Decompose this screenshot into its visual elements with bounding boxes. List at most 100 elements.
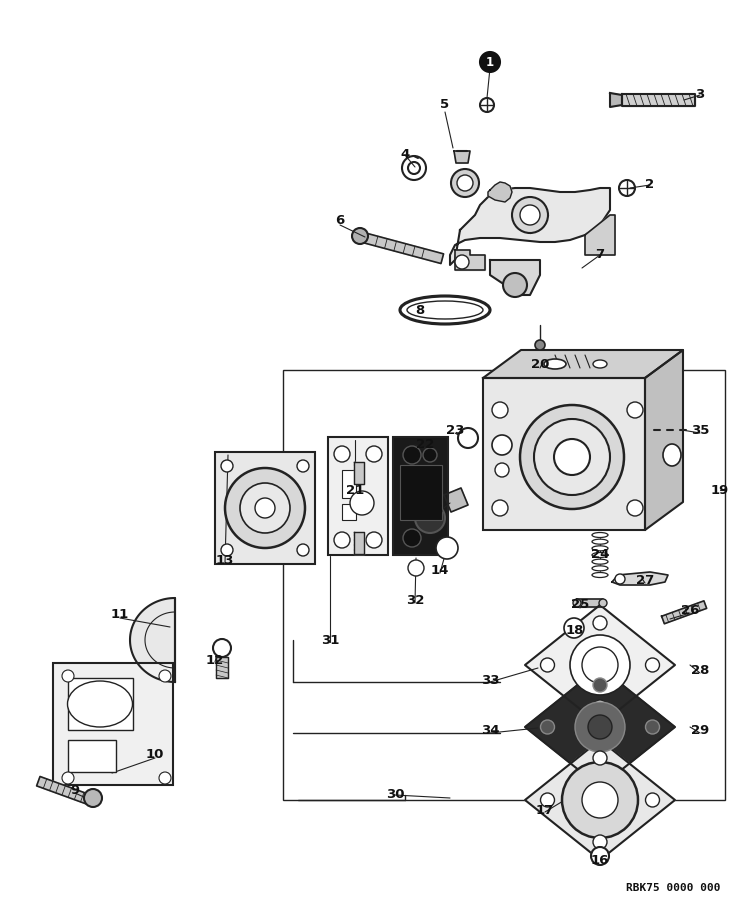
- Circle shape: [480, 52, 500, 72]
- Text: 17: 17: [536, 804, 554, 816]
- Circle shape: [62, 772, 74, 784]
- Circle shape: [593, 762, 607, 776]
- Circle shape: [645, 793, 659, 807]
- Text: 18: 18: [566, 623, 584, 636]
- Polygon shape: [525, 667, 675, 787]
- Polygon shape: [364, 233, 444, 263]
- Circle shape: [415, 503, 445, 533]
- Polygon shape: [612, 572, 668, 585]
- Ellipse shape: [593, 360, 607, 368]
- Circle shape: [535, 340, 545, 350]
- Bar: [215, 452, 315, 564]
- Polygon shape: [455, 250, 485, 270]
- Circle shape: [221, 460, 233, 472]
- Text: 16: 16: [591, 853, 609, 867]
- Text: 24: 24: [591, 549, 609, 561]
- Circle shape: [455, 255, 469, 269]
- Circle shape: [591, 847, 609, 865]
- Circle shape: [615, 574, 625, 584]
- Text: 4: 4: [400, 149, 410, 161]
- Bar: [53, 663, 173, 785]
- Text: 34: 34: [481, 724, 499, 736]
- Circle shape: [84, 789, 102, 807]
- Circle shape: [159, 670, 171, 682]
- Bar: [342, 504, 356, 520]
- Text: 3: 3: [696, 88, 704, 102]
- Text: 13: 13: [216, 553, 234, 567]
- Ellipse shape: [400, 296, 490, 324]
- Circle shape: [366, 446, 382, 462]
- Bar: [328, 437, 388, 555]
- Circle shape: [225, 468, 305, 548]
- Ellipse shape: [592, 546, 608, 551]
- Text: 32: 32: [406, 594, 424, 606]
- Text: 20: 20: [531, 359, 549, 371]
- Text: 23: 23: [446, 423, 464, 436]
- Ellipse shape: [592, 566, 608, 571]
- Circle shape: [408, 162, 420, 174]
- Circle shape: [562, 762, 638, 838]
- Circle shape: [593, 835, 607, 849]
- Polygon shape: [585, 215, 615, 255]
- Polygon shape: [483, 350, 683, 378]
- Polygon shape: [525, 740, 675, 860]
- Circle shape: [492, 500, 508, 516]
- Circle shape: [554, 439, 590, 475]
- Text: 6: 6: [336, 214, 344, 226]
- Circle shape: [403, 529, 421, 547]
- Circle shape: [240, 483, 290, 533]
- Circle shape: [408, 560, 424, 576]
- Circle shape: [540, 658, 554, 672]
- Circle shape: [495, 463, 509, 477]
- Circle shape: [297, 460, 309, 472]
- Circle shape: [582, 782, 618, 818]
- Circle shape: [213, 639, 231, 657]
- Circle shape: [540, 720, 554, 734]
- Circle shape: [402, 156, 426, 180]
- Circle shape: [645, 658, 659, 672]
- Ellipse shape: [592, 560, 608, 564]
- Circle shape: [540, 793, 554, 807]
- Bar: [400, 465, 442, 520]
- Ellipse shape: [592, 572, 608, 578]
- Circle shape: [520, 405, 624, 509]
- Circle shape: [564, 618, 584, 638]
- Circle shape: [352, 228, 368, 244]
- Text: 14: 14: [431, 563, 449, 577]
- Circle shape: [62, 670, 74, 682]
- Text: 11: 11: [111, 608, 129, 622]
- Polygon shape: [662, 601, 707, 623]
- Text: 29: 29: [691, 724, 709, 736]
- Text: 2: 2: [645, 178, 654, 192]
- Text: 21: 21: [346, 484, 364, 496]
- Polygon shape: [645, 350, 683, 530]
- Text: 7: 7: [595, 249, 604, 261]
- Circle shape: [593, 751, 607, 765]
- Circle shape: [627, 402, 643, 418]
- Bar: [393, 437, 448, 555]
- Ellipse shape: [407, 301, 483, 319]
- Text: 10: 10: [146, 749, 164, 761]
- Circle shape: [492, 435, 512, 455]
- Circle shape: [297, 544, 309, 556]
- Ellipse shape: [544, 359, 566, 369]
- Polygon shape: [354, 532, 364, 554]
- Text: 30: 30: [386, 788, 404, 802]
- Polygon shape: [450, 188, 610, 265]
- Text: 35: 35: [691, 423, 710, 436]
- Text: 31: 31: [321, 633, 339, 647]
- Circle shape: [593, 700, 607, 714]
- Circle shape: [593, 616, 607, 630]
- Text: 5: 5: [440, 98, 450, 112]
- Circle shape: [436, 537, 458, 559]
- Circle shape: [520, 205, 540, 225]
- Polygon shape: [490, 260, 540, 295]
- Polygon shape: [216, 657, 228, 678]
- Circle shape: [451, 169, 479, 197]
- Circle shape: [512, 197, 548, 233]
- Circle shape: [403, 446, 421, 464]
- Bar: [483, 378, 645, 530]
- Circle shape: [350, 491, 374, 515]
- Ellipse shape: [663, 444, 681, 466]
- Circle shape: [503, 273, 527, 297]
